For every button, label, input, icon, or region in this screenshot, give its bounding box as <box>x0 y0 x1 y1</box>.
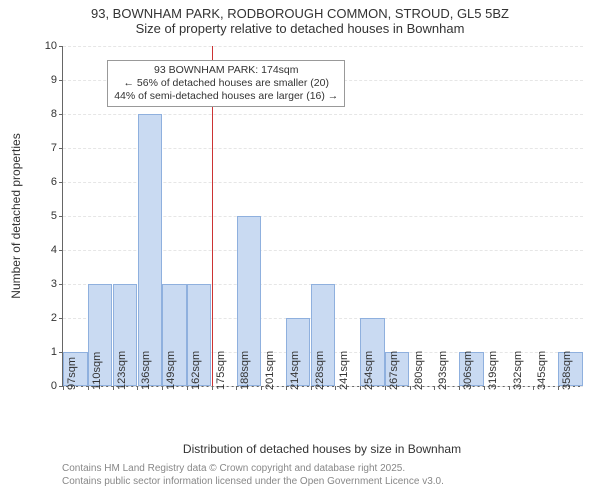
x-tick-label: 188sqm <box>239 351 251 390</box>
x-tick-label: 293sqm <box>437 351 449 390</box>
x-tick-mark <box>509 386 510 390</box>
y-tick-label: 4 <box>51 244 63 256</box>
x-tick-label: 332sqm <box>512 351 524 390</box>
x-tick-label: 162sqm <box>190 351 202 390</box>
x-tick-mark <box>311 386 312 390</box>
x-tick-mark <box>335 386 336 390</box>
y-tick-label: 10 <box>45 40 63 52</box>
y-tick-label: 0 <box>51 380 63 392</box>
x-tick-mark <box>434 386 435 390</box>
x-tick-mark <box>385 386 386 390</box>
y-tick-label: 9 <box>51 74 63 86</box>
y-axis-label: Number of detached properties <box>9 133 23 298</box>
footer-line-1: Contains HM Land Registry data © Crown c… <box>62 462 444 475</box>
annotation-line: 93 BOWNHAM PARK: 174sqm <box>114 64 338 77</box>
x-tick-mark <box>533 386 534 390</box>
x-tick-label: 201sqm <box>264 351 276 390</box>
y-tick-label: 3 <box>51 278 63 290</box>
y-tick-label: 7 <box>51 142 63 154</box>
x-tick-label: 149sqm <box>165 351 177 390</box>
x-tick-label: 306sqm <box>462 351 474 390</box>
x-tick-mark <box>360 386 361 390</box>
annotation-line: ← 56% of detached houses are smaller (20… <box>114 77 338 90</box>
x-tick-label: 136sqm <box>140 351 152 390</box>
x-axis-label: Distribution of detached houses by size … <box>183 442 461 456</box>
footer-attribution: Contains HM Land Registry data © Crown c… <box>62 462 444 488</box>
y-tick-label: 1 <box>51 346 63 358</box>
x-tick-label: 97sqm <box>66 357 78 390</box>
x-tick-mark <box>236 386 237 390</box>
y-tick-label: 6 <box>51 176 63 188</box>
y-tick-label: 2 <box>51 312 63 324</box>
annotation-line: 44% of semi-detached houses are larger (… <box>114 90 338 103</box>
x-tick-mark <box>286 386 287 390</box>
x-tick-label: 228sqm <box>314 351 326 390</box>
x-tick-label: 123sqm <box>116 351 128 390</box>
y-tick-label: 8 <box>51 108 63 120</box>
x-tick-mark <box>484 386 485 390</box>
x-tick-label: 214sqm <box>289 351 301 390</box>
title-line-2: Size of property relative to detached ho… <box>0 21 600 36</box>
x-tick-mark <box>187 386 188 390</box>
x-tick-label: 175sqm <box>215 351 227 390</box>
plot-area: 01234567891097sqm110sqm123sqm136sqm149sq… <box>62 46 583 387</box>
gridline <box>63 46 583 47</box>
x-tick-label: 254sqm <box>363 351 375 390</box>
chart-container: 93, BOWNHAM PARK, RODBOROUGH COMMON, STR… <box>0 0 600 500</box>
x-tick-mark <box>261 386 262 390</box>
title-block: 93, BOWNHAM PARK, RODBOROUGH COMMON, STR… <box>0 0 600 36</box>
x-tick-mark <box>162 386 163 390</box>
x-tick-mark <box>63 386 64 390</box>
y-tick-label: 5 <box>51 210 63 222</box>
x-tick-mark <box>410 386 411 390</box>
x-tick-label: 280sqm <box>413 351 425 390</box>
x-tick-mark <box>137 386 138 390</box>
x-tick-mark <box>113 386 114 390</box>
annotation-box: 93 BOWNHAM PARK: 174sqm← 56% of detached… <box>107 60 345 107</box>
x-tick-label: 319sqm <box>487 351 499 390</box>
x-tick-mark <box>212 386 213 390</box>
x-tick-label: 358sqm <box>561 351 573 390</box>
histogram-bar <box>138 114 162 386</box>
x-tick-label: 267sqm <box>388 351 400 390</box>
x-tick-mark <box>88 386 89 390</box>
title-line-1: 93, BOWNHAM PARK, RODBOROUGH COMMON, STR… <box>0 6 600 21</box>
x-tick-label: 110sqm <box>91 352 103 390</box>
x-tick-mark <box>459 386 460 390</box>
x-tick-label: 241sqm <box>338 351 350 390</box>
footer-line-2: Contains public sector information licen… <box>62 475 444 488</box>
x-tick-label: 345sqm <box>536 351 548 390</box>
x-tick-mark <box>558 386 559 390</box>
